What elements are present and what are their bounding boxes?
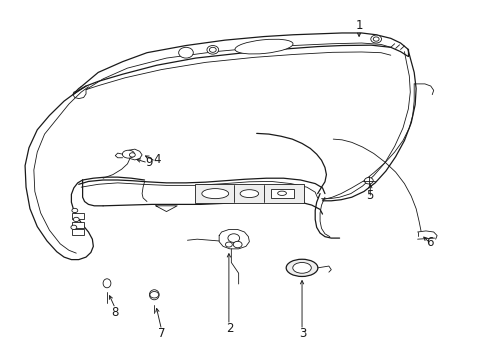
- Circle shape: [372, 37, 378, 41]
- FancyBboxPatch shape: [270, 189, 293, 198]
- Ellipse shape: [292, 262, 311, 273]
- FancyBboxPatch shape: [72, 213, 84, 219]
- Circle shape: [72, 208, 78, 213]
- Circle shape: [227, 234, 239, 242]
- Circle shape: [73, 217, 79, 222]
- Circle shape: [370, 35, 381, 43]
- Ellipse shape: [240, 190, 258, 198]
- FancyBboxPatch shape: [72, 222, 84, 228]
- Ellipse shape: [149, 290, 159, 300]
- Ellipse shape: [103, 279, 111, 288]
- Circle shape: [206, 45, 218, 54]
- Text: 2: 2: [225, 322, 233, 335]
- Text: 8: 8: [111, 306, 119, 319]
- Circle shape: [233, 241, 242, 248]
- FancyBboxPatch shape: [194, 184, 304, 203]
- Circle shape: [129, 153, 135, 157]
- FancyBboxPatch shape: [72, 229, 84, 235]
- Text: 4: 4: [153, 153, 160, 166]
- Text: 1: 1: [355, 19, 362, 32]
- Text: 3: 3: [299, 327, 306, 340]
- Ellipse shape: [202, 189, 228, 199]
- Circle shape: [209, 47, 216, 52]
- Text: 7: 7: [158, 327, 165, 340]
- Ellipse shape: [235, 39, 292, 54]
- Circle shape: [150, 292, 158, 298]
- Ellipse shape: [277, 191, 286, 195]
- Circle shape: [178, 47, 193, 58]
- Text: 6: 6: [425, 236, 433, 249]
- Text: 5: 5: [366, 189, 373, 202]
- Ellipse shape: [122, 150, 134, 158]
- Circle shape: [364, 177, 372, 184]
- Circle shape: [71, 225, 77, 229]
- Ellipse shape: [285, 259, 317, 276]
- Circle shape: [225, 242, 232, 247]
- Text: 9: 9: [145, 156, 153, 169]
